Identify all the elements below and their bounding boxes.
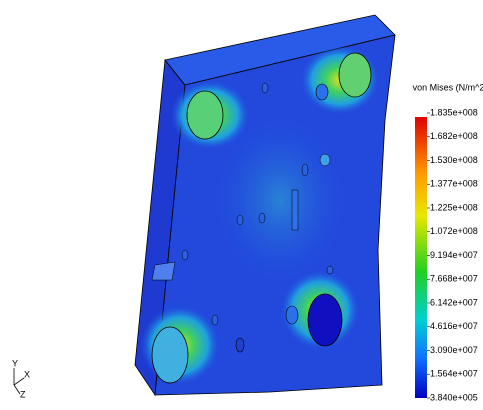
- page: von Mises (N/m^2) Y X Z 1.835e+008 1.682e…: [0, 0, 483, 410]
- legend-label: 7.668e+007: [430, 274, 478, 284]
- legend-label: 3.090e+007: [430, 345, 478, 355]
- legend-label: 4.616e+007: [430, 321, 478, 331]
- legend-label: 1.835e+008: [430, 107, 478, 117]
- legend-label: 1.564e+007: [430, 369, 478, 379]
- axis-x: X: [24, 369, 30, 379]
- axis-z: Z: [20, 389, 26, 399]
- triad: Y X Z: [12, 358, 30, 399]
- axis-y: Y: [12, 358, 18, 368]
- legend-title: von Mises (N/m^2): [413, 82, 483, 92]
- legend-label: 9.194e+007: [430, 250, 478, 260]
- legend-label: 3.840e+005: [430, 392, 478, 402]
- legend-label: 1.682e+008: [430, 131, 478, 141]
- legend-label: 1.225e+008: [430, 202, 478, 212]
- model: [135, 15, 395, 395]
- legend-label: 1.377e+008: [430, 179, 478, 189]
- legend-label: 6.142e+007: [430, 297, 478, 307]
- color-bar: [415, 117, 427, 398]
- viewport: von Mises (N/m^2) Y X Z 1.835e+008 1.682e…: [0, 0, 483, 410]
- legend-label: 1.530e+008: [430, 155, 478, 165]
- legend-label: 1.072e+008: [430, 226, 478, 236]
